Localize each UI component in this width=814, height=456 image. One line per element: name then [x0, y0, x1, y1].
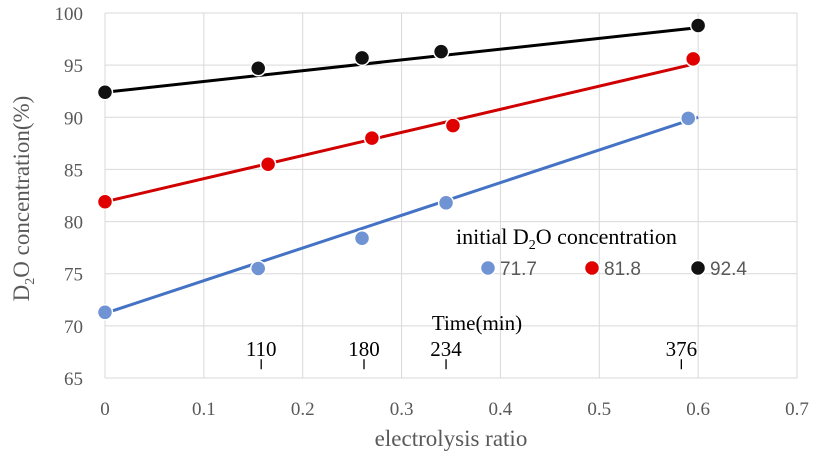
legend-label-2: 92.4	[710, 259, 747, 280]
point-s0-4	[680, 110, 697, 127]
point-s2-0	[96, 84, 114, 101]
point-s1-2	[363, 129, 381, 147]
point-s0-3	[437, 194, 455, 212]
y-axis-title: D2O concentration(%)	[9, 96, 38, 302]
time-axis-label: Time(min)	[432, 311, 522, 335]
point-s0-1	[249, 260, 267, 277]
legend-title-subscript: 2	[529, 238, 536, 253]
x-tick-label-3: 0.3	[390, 399, 414, 420]
legend-marker-2	[689, 259, 707, 277]
legend-label-0: 71.7	[500, 259, 537, 280]
y-axis-title-subscript: 2	[23, 278, 38, 285]
y-tick-label-0: 65	[64, 369, 83, 390]
fit-line-1	[104, 61, 699, 204]
point-s1-1	[259, 155, 277, 173]
x-tick-label-6: 0.6	[686, 399, 710, 420]
fit-line-0	[104, 115, 699, 315]
x-tick-label-2: 0.2	[291, 399, 315, 420]
y-axis-title-part-1: D	[9, 285, 34, 302]
legend-title-part-1: initial D	[456, 224, 529, 249]
fit-lines	[104, 26, 699, 315]
point-s0-0	[96, 304, 114, 321]
x-axis-title: electrolysis ratio	[375, 426, 528, 451]
time-tick-label-2: 234	[430, 337, 462, 361]
y-tick-label-5: 90	[64, 108, 83, 129]
data-points	[96, 17, 707, 321]
x-tick-label-5: 0.5	[587, 399, 611, 420]
legend-marker-0	[479, 259, 497, 277]
y-tick-label-1: 70	[64, 317, 83, 338]
y-axis-title-part-2: O concentration(%)	[9, 96, 34, 278]
legend-title-part-2: O concentration	[536, 224, 677, 249]
time-tick-label-0: 110	[246, 337, 277, 361]
legend-title: initial D2O concentration	[456, 224, 677, 253]
axis-titles: electrolysis ratio D2O concentration(%)	[9, 96, 527, 451]
legend-label-1: 81.8	[604, 259, 641, 280]
point-s2-4	[689, 17, 707, 34]
point-s2-2	[353, 49, 371, 67]
x-tick-label-0: 0	[100, 399, 110, 420]
point-s2-1	[249, 60, 267, 77]
point-s0-2	[353, 230, 371, 247]
legend-marker-1	[583, 259, 601, 277]
y-tick-label-7: 100	[55, 4, 84, 25]
x-tick-label-1: 0.1	[192, 399, 216, 420]
y-tick-label-3: 80	[64, 213, 83, 234]
point-s1-3	[444, 117, 462, 134]
point-s1-0	[96, 193, 114, 211]
tick-labels: 65 70 75 80 85 90 95 100 0 0.1 0.2 0.3 0.4 0.5 0.6 0.7	[55, 4, 809, 420]
time-tick-label-1: 180	[348, 337, 380, 361]
legend: initial D2O concentration 71.7 81.8 92.4	[456, 224, 747, 280]
grid	[104, 12, 798, 379]
time-axis: 110 180 234 376 Time(min)	[246, 311, 698, 370]
fit-line-2	[104, 26, 699, 94]
point-s2-3	[432, 43, 450, 60]
time-tick-label-3: 376	[666, 337, 698, 361]
x-tick-label-7: 0.7	[785, 399, 809, 420]
x-tick-label-4: 0.4	[489, 399, 513, 420]
y-tick-label-2: 75	[64, 265, 83, 286]
y-tick-label-6: 95	[64, 56, 83, 77]
point-s1-4	[684, 50, 702, 68]
y-tick-label-4: 85	[64, 160, 83, 181]
